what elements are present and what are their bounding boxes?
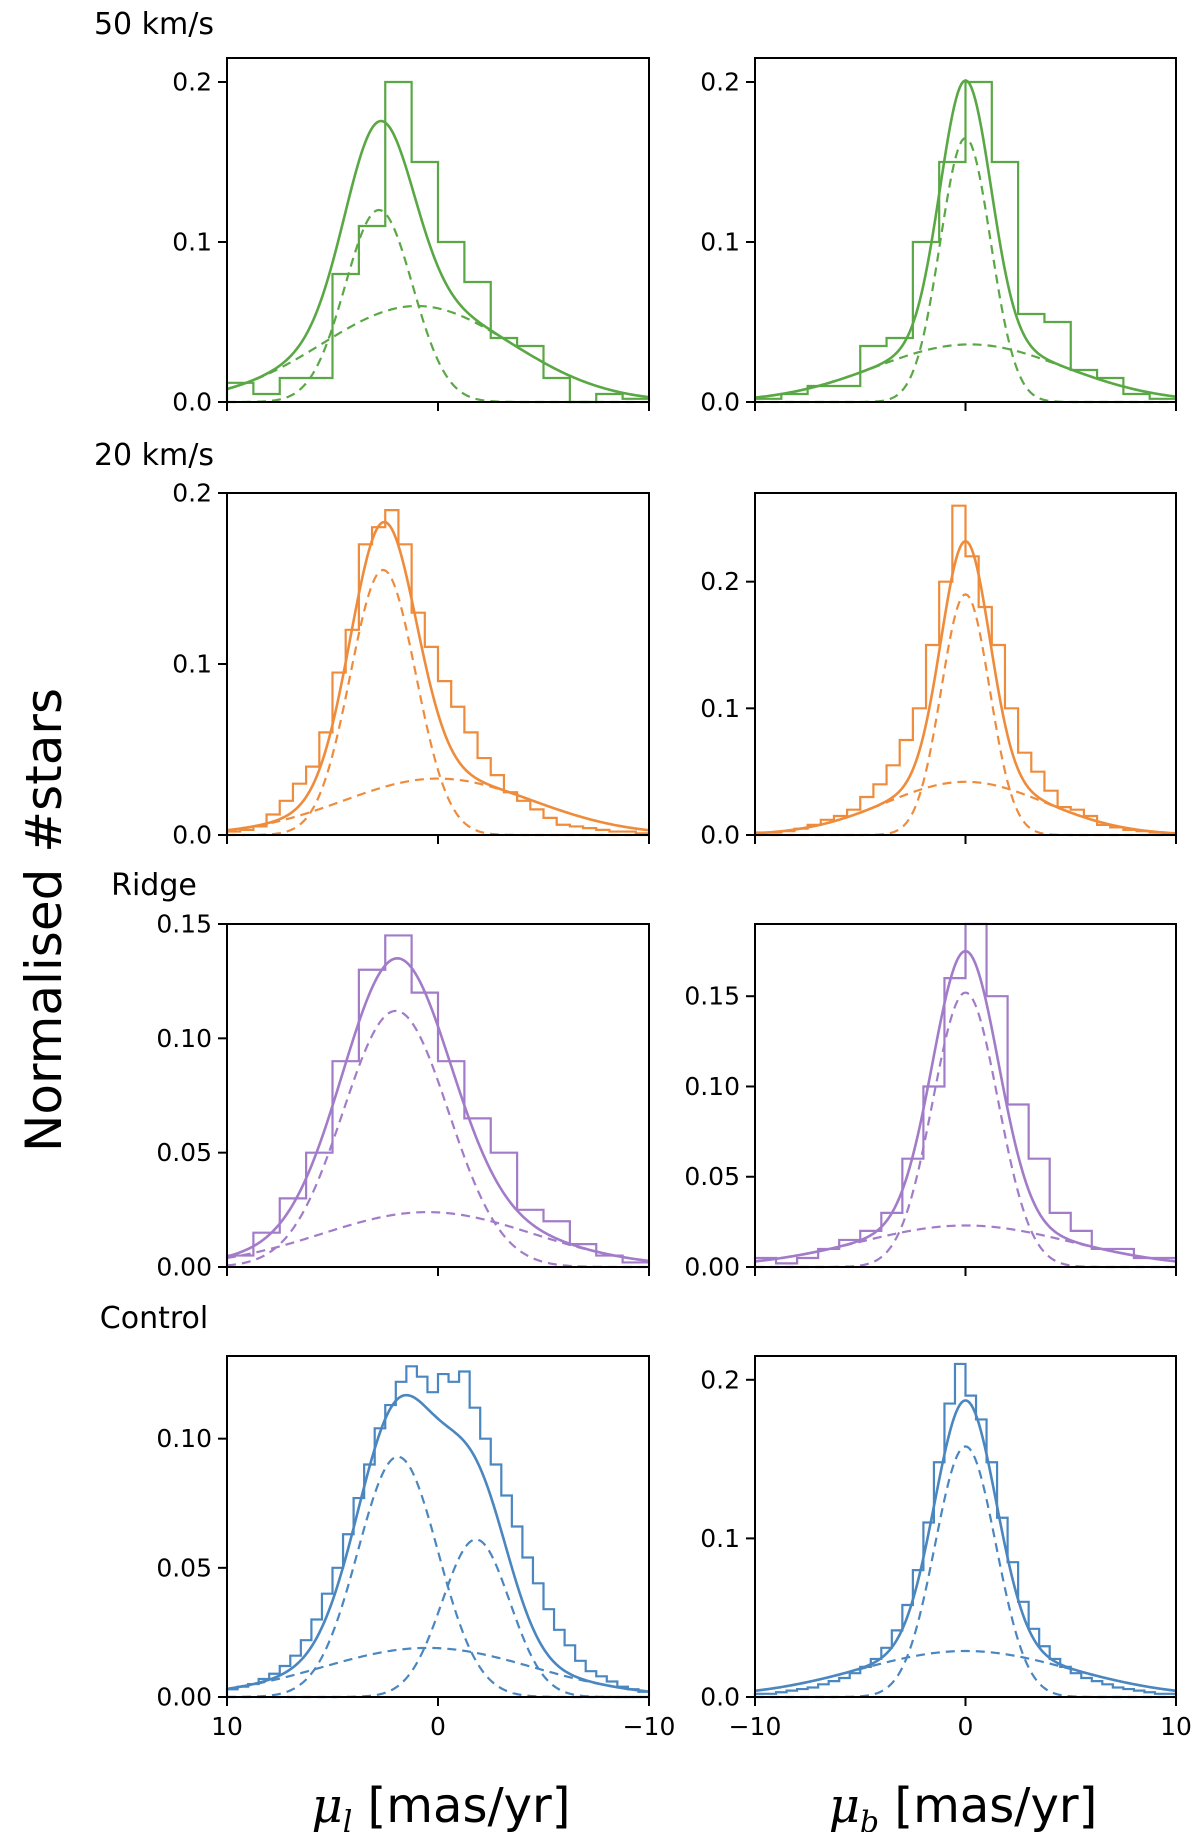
y-tick-label: 0.2 <box>700 1365 740 1394</box>
component-curve-1 <box>227 208 649 404</box>
component-curve-1 <box>755 1445 1176 1699</box>
component-curve-2 <box>754 343 1177 399</box>
histogram-steps <box>225 80 651 404</box>
panel-3-1: 0.00 0.05 0.10 0.15 Ridge <box>111 868 651 1282</box>
y-tick-label: 0.2 <box>700 68 740 97</box>
x-tick-label: 0 <box>958 1712 974 1741</box>
total-fit-curve <box>226 957 650 1263</box>
x-tick-label: −10 <box>729 1712 782 1741</box>
axes-frame <box>754 1355 1177 1698</box>
component-curve-2 <box>754 1224 1177 1263</box>
panel-3-2: 0.00 0.05 0.10 0.15 <box>684 922 1178 1282</box>
y-tick-label: 0.1 <box>172 650 212 679</box>
panel-4-2: 0.0 0.1 0.2 −10 0 10 <box>700 1355 1192 1741</box>
panel-4-1: 0.00 0.05 0.10 10 0 −10 Control <box>100 1301 676 1741</box>
y-tick-label: 0.10 <box>156 1024 212 1053</box>
total-fit-curve <box>226 1393 650 1693</box>
component-curve-3 <box>226 1646 650 1693</box>
histogram-steps <box>753 922 1178 1267</box>
row-label: 20 km/s <box>94 438 214 473</box>
axes-frame <box>226 1355 650 1698</box>
x-tick-label: 10 <box>211 1712 243 1741</box>
total-fit-curve <box>226 119 650 399</box>
y-tick-label: 0.0 <box>172 388 212 417</box>
y-tick-label: 0.00 <box>156 1683 212 1712</box>
y-tick-label: 0.05 <box>156 1138 212 1167</box>
panels-group: 0.0 0.1 0.2 50 km/s 0.0 0.1 0.2 0.0 0.1 0.2 20 km/… <box>94 7 1192 1741</box>
y-tick-label: 0.1 <box>172 228 212 257</box>
histogram-steps <box>753 1362 1178 1697</box>
component-curve-2 <box>226 1211 650 1263</box>
component-curve-2 <box>226 777 650 832</box>
panel-2-2: 0.0 0.1 0.2 <box>700 492 1178 850</box>
component-curve-2 <box>227 1538 649 1699</box>
total-fit-curve <box>754 949 1177 1263</box>
histogram-steps <box>753 504 1178 835</box>
y-tick-label: 0.2 <box>700 567 740 596</box>
component-curve-1 <box>755 593 1176 837</box>
row-label: Control <box>100 1301 208 1336</box>
component-curve-1 <box>227 568 649 837</box>
total-fit-curve <box>226 520 650 832</box>
component-curve-1 <box>755 136 1176 404</box>
y-tick-label: 0.0 <box>700 1683 740 1712</box>
x-axis-label-right: μb [mas/yr] <box>829 1778 1098 1832</box>
y-tick-label: 0.10 <box>156 1424 212 1453</box>
y-tick-label: 0.15 <box>684 982 740 1011</box>
y-tick-label: 0.05 <box>156 1553 212 1582</box>
histogram-steps <box>225 1365 651 1697</box>
y-tick-label: 0.00 <box>684 1253 740 1282</box>
panel-1-2: 0.0 0.1 0.2 <box>700 57 1178 417</box>
axes-frame <box>226 923 650 1268</box>
y-axis-label: Normalised #stars <box>15 688 73 1152</box>
row-label: Ridge <box>111 868 197 903</box>
y-tick-label: 0.0 <box>172 821 212 850</box>
component-curve-2 <box>754 1649 1177 1692</box>
y-tick-label: 0.1 <box>700 228 740 257</box>
component-curve-2 <box>226 304 650 399</box>
histogram-steps <box>225 509 651 835</box>
y-tick-label: 0.1 <box>700 1524 740 1553</box>
y-tick-label: 0.1 <box>700 694 740 723</box>
histogram-steps <box>753 80 1178 402</box>
y-tick-label: 0.05 <box>684 1162 740 1191</box>
y-tick-label: 0.10 <box>684 1072 740 1101</box>
x-tick-label: 10 <box>1160 1712 1192 1741</box>
y-tick-label: 0.0 <box>700 821 740 850</box>
panel-2-1: 0.0 0.1 0.2 20 km/s <box>94 438 651 850</box>
y-tick-label: 0.00 <box>156 1253 212 1282</box>
x-axis-label-left: μl [mas/yr] <box>311 1778 570 1832</box>
y-tick-label: 0.2 <box>172 68 212 97</box>
panel-1-1: 0.0 0.1 0.2 50 km/s <box>94 7 651 417</box>
histogram-steps <box>225 934 651 1267</box>
y-tick-label: 0.15 <box>156 910 212 939</box>
total-fit-curve <box>754 539 1177 835</box>
y-tick-label: 0.0 <box>700 388 740 417</box>
x-tick-label: 0 <box>430 1712 446 1741</box>
x-tick-label: −10 <box>623 1712 676 1741</box>
row-label: 50 km/s <box>94 7 214 42</box>
total-fit-curve <box>754 1399 1177 1693</box>
y-tick-label: 0.2 <box>172 479 212 508</box>
total-fit-curve <box>754 79 1177 399</box>
